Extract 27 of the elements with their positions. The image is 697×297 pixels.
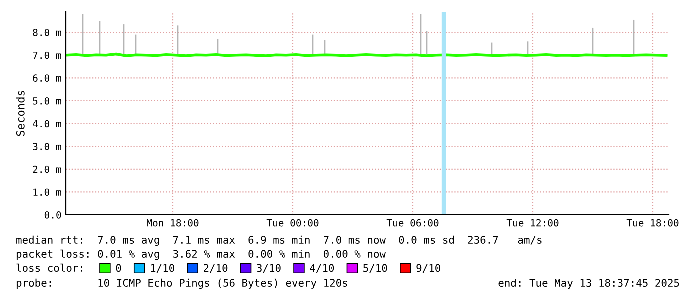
legend-label: 4/10 [310,264,334,273]
x-tick-label: Tue 06:00 [386,219,439,227]
text: probe: 10 ICMP Echo Pings (56 Bytes) every 120s [16,278,348,290]
y-tick-label: 1.0 m [34,188,62,196]
y-tick-label: 8.0 m [33,29,62,36]
legend-label: 1/10 [151,264,174,273]
y-tick-label: 0.0 [44,212,62,219]
x-tick-label: Tue 18:00 [626,219,679,227]
y-tick-label: 6.0 m [33,74,62,82]
y-tick-label: 5.0 m [33,97,62,105]
x-tick-label: Mon 18:00 [147,219,199,227]
x-tick-label: Tue 00:00 [266,219,319,227]
x-tick-label: Tue 12:00 [506,219,559,227]
legend-label: 0 [116,264,122,272]
text: end: Tue May 13 18:37:45 2025 [498,278,680,290]
y-tick-label: 3.0 m [33,143,62,150]
legend-label: 9/10 [416,264,440,273]
legend-title: loss color: [16,264,82,272]
legend-label: 2/10 [204,264,228,273]
y-axis-title: Seconds [16,91,25,136]
y-tick-label: 2.0 m [33,166,62,174]
text: packet loss: 0.01 % avg 3.62 % max 0.00 % min 0.00 % now [16,250,386,260]
legend-label: 3/10 [257,264,281,273]
text: median rtt: 7.0 ms avg 7.1 ms max 6.9 ms min 7.0 ms now 0.0 ms sd 236.7 am/s [16,236,542,246]
y-tick-label: 7.0 m [33,52,62,60]
y-tick-label: 4.0 m [33,120,62,128]
legend-label: 5/10 [364,264,388,273]
